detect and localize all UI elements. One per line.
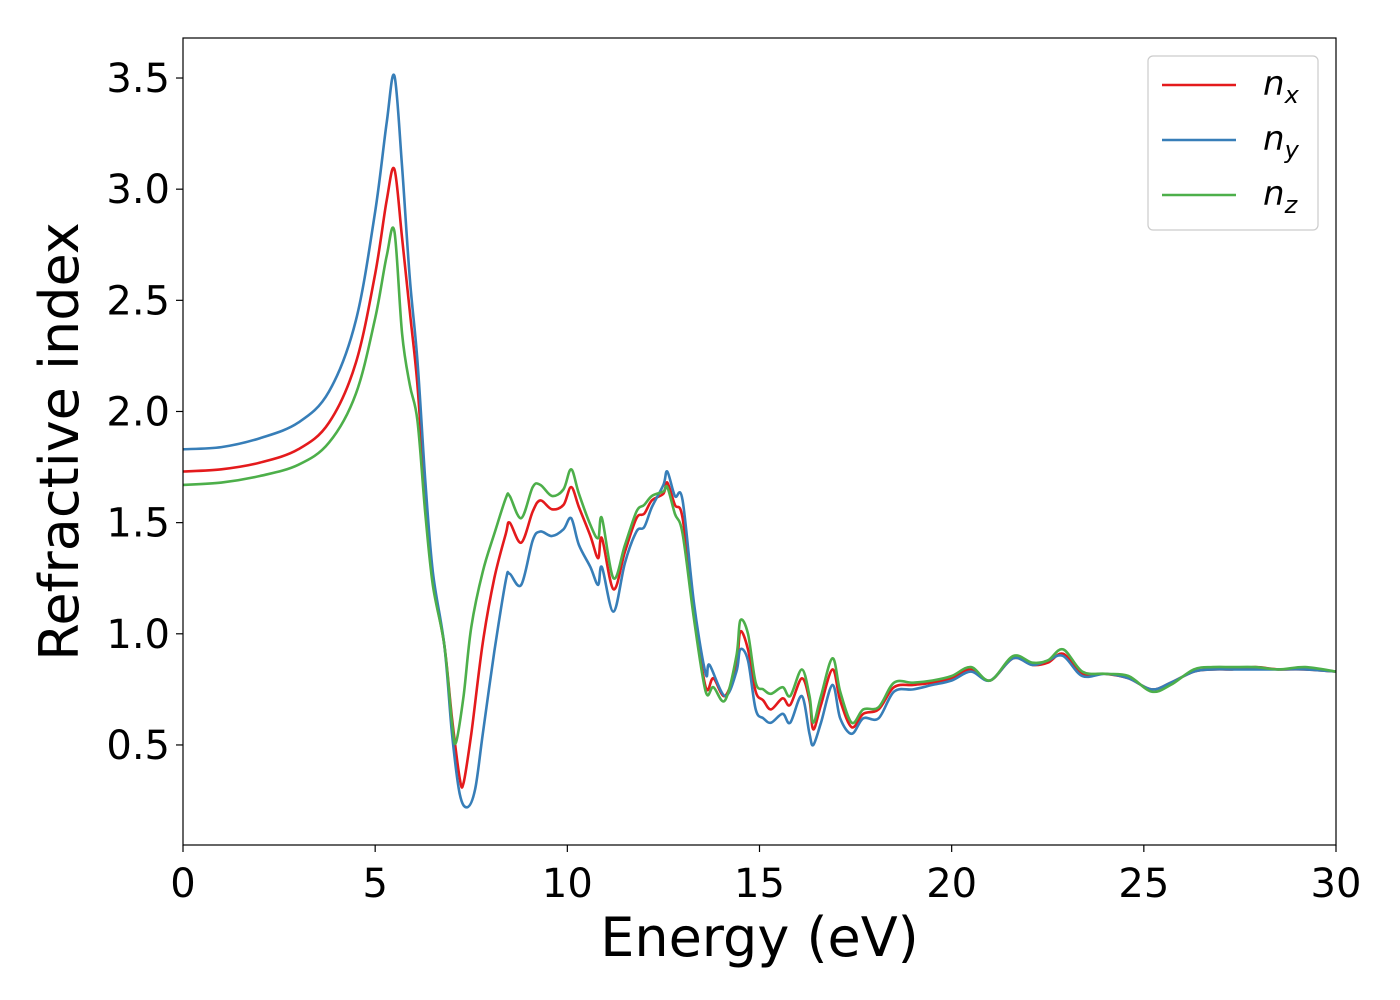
legend-subscript: z (1284, 191, 1299, 219)
legend-label-n-y: ny (1263, 119, 1300, 164)
x-tick-label: 15 (734, 861, 785, 907)
y-tick-label: 1.5 (106, 501, 170, 547)
x-axis-ticks: 0 5 10 15 20 25 30 (170, 845, 1361, 907)
y-tick-label: 3.0 (106, 167, 170, 213)
legend-box (1147, 55, 1319, 231)
y-axis-label: Refractive index (28, 222, 91, 661)
legend-main: n (1263, 174, 1285, 214)
series-line-n-x (183, 166, 1336, 789)
y-tick-label: 1.0 (106, 612, 170, 658)
legend-subscript: x (1284, 81, 1300, 109)
legend-main: n (1263, 119, 1285, 159)
x-tick-label: 30 (1311, 861, 1362, 907)
legend-subscript: y (1284, 136, 1300, 164)
legend-label-n-x: nx (1263, 64, 1300, 109)
y-tick-label: 2.5 (106, 278, 170, 324)
y-tick-label: 0.5 (106, 723, 170, 769)
x-tick-label: 5 (362, 861, 387, 907)
legend-label-n-z: nz (1263, 174, 1299, 219)
series-line-n-y (183, 73, 1336, 809)
x-tick-label: 10 (542, 861, 593, 907)
x-tick-label: 20 (926, 861, 977, 907)
y-tick-label: 3.5 (106, 56, 170, 102)
x-axis-label: Energy (eV) (600, 906, 919, 969)
legend-main: n (1263, 64, 1285, 104)
x-tick-label: 0 (170, 861, 195, 907)
y-axis-ticks: 0.5 1.0 1.5 2.0 2.5 3.0 3.5 (106, 56, 183, 769)
series-line-n-z (183, 226, 1336, 746)
x-tick-label: 25 (1118, 861, 1169, 907)
y-tick-label: 2.0 (106, 389, 170, 435)
